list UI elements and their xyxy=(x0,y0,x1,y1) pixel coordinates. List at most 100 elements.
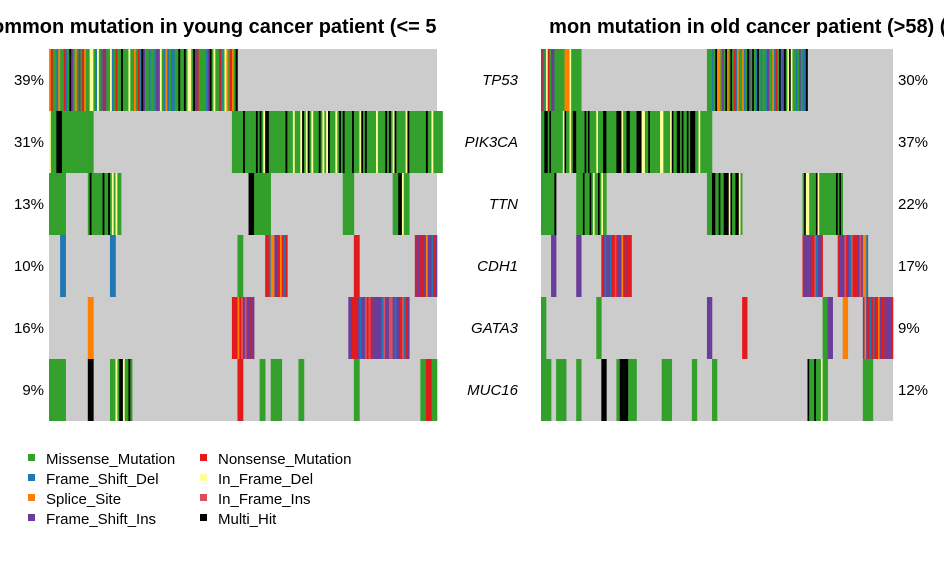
mutation-cell xyxy=(802,49,805,111)
mutation-cell xyxy=(592,111,595,173)
mutation-cell xyxy=(60,235,66,297)
mutation-cell xyxy=(237,235,244,297)
mutation-cell xyxy=(634,359,637,421)
mutation-cell xyxy=(891,297,894,359)
mutation-cell xyxy=(398,111,401,173)
mutation-cell xyxy=(646,111,649,173)
mutation-cell xyxy=(784,49,787,111)
mutation-cell xyxy=(132,49,135,111)
mutation-cell xyxy=(775,49,778,111)
mutation-cell xyxy=(180,49,183,111)
mutation-cell xyxy=(376,111,379,173)
mutation-cell xyxy=(626,235,629,297)
mutation-cell xyxy=(115,49,118,111)
mutation-cell xyxy=(296,111,299,173)
mutation-cell xyxy=(259,111,262,173)
mutation-cell xyxy=(111,49,114,111)
mutation-cell xyxy=(85,49,89,111)
mutation-cell xyxy=(387,111,390,173)
mutation-cell xyxy=(268,111,272,173)
mutation-cell xyxy=(270,359,277,421)
mutation-cell xyxy=(84,111,87,173)
mutation-cell xyxy=(194,49,198,111)
mutation-cell xyxy=(827,173,830,235)
mutation-cell xyxy=(710,49,713,111)
mutation-cell xyxy=(710,173,713,235)
mutation-cell xyxy=(377,111,381,173)
mutation-cell xyxy=(834,173,837,235)
mutation-cell xyxy=(239,111,242,173)
mutation-cell xyxy=(113,359,116,421)
mutation-cell xyxy=(551,235,557,297)
mutation-cell xyxy=(89,173,92,235)
mutation-cell xyxy=(685,111,688,173)
mutation-cell xyxy=(348,111,351,173)
mutation-cell xyxy=(864,235,867,297)
mutation-cell xyxy=(412,111,416,173)
mutation-cell xyxy=(889,297,892,359)
mutation-cell xyxy=(551,173,554,235)
mutation-cell xyxy=(576,359,582,421)
mutation-cell xyxy=(335,111,338,173)
mutation-cell xyxy=(616,235,619,297)
mutation-cell xyxy=(807,173,810,235)
mutation-cell xyxy=(556,111,559,173)
mutation-cell xyxy=(556,359,562,421)
mutation-cell xyxy=(82,49,85,111)
mutation-cell xyxy=(49,111,52,173)
mutation-cell xyxy=(388,297,392,359)
mutation-cell xyxy=(675,111,678,173)
mutation-cell xyxy=(621,235,624,297)
mutation-cell xyxy=(82,111,85,173)
mutation-cell xyxy=(235,49,238,111)
mutation-cell xyxy=(196,49,199,111)
mutation-cell xyxy=(686,111,689,173)
mutation-cell xyxy=(574,111,577,173)
mutation-cell xyxy=(722,49,725,111)
mutation-cell xyxy=(361,297,364,359)
mutation-cell xyxy=(576,49,579,111)
mutation-cell xyxy=(698,111,701,173)
mutation-cell xyxy=(799,49,802,111)
mutation-cell xyxy=(353,297,357,359)
mutation-cell xyxy=(668,111,671,173)
row-percentage: 16% xyxy=(14,320,44,337)
gene-label: MUC16 xyxy=(467,382,519,399)
mutation-cell xyxy=(84,49,87,111)
mutation-cell xyxy=(546,173,549,235)
mutation-cell xyxy=(727,173,730,235)
mutation-cell xyxy=(73,111,76,173)
legend-label: In_Frame_Ins xyxy=(218,491,311,508)
mutation-cell xyxy=(381,111,384,173)
mutation-cell xyxy=(867,297,870,359)
mutation-cell xyxy=(718,49,721,111)
mutation-cell xyxy=(663,111,666,173)
mutation-cell xyxy=(708,173,711,235)
mutation-cell xyxy=(597,111,600,173)
mutation-cell xyxy=(819,359,822,421)
mutation-cell xyxy=(713,173,716,235)
mutation-cell xyxy=(596,173,599,235)
mutation-cell xyxy=(733,173,736,235)
mutation-cell xyxy=(302,111,305,173)
mutation-cell xyxy=(815,173,818,235)
mutation-cell xyxy=(628,235,631,297)
mutation-cell xyxy=(401,173,405,235)
mutation-cell xyxy=(93,49,96,111)
mutation-cell xyxy=(706,111,709,173)
mutation-cell xyxy=(385,297,388,359)
mutation-cell xyxy=(366,297,369,359)
mutation-cell xyxy=(618,111,621,173)
mutation-cell xyxy=(169,49,172,111)
mutation-cell xyxy=(76,111,79,173)
mutation-cell xyxy=(322,111,325,173)
mutation-cell xyxy=(804,235,807,297)
mutation-cell xyxy=(54,49,57,111)
mutation-cell xyxy=(374,297,377,359)
mutation-cell xyxy=(743,49,746,111)
mutation-cell xyxy=(102,173,105,235)
mutation-cell xyxy=(394,297,397,359)
mutation-cell xyxy=(569,111,572,173)
mutation-cell xyxy=(723,49,726,111)
mutation-cell xyxy=(846,235,849,297)
